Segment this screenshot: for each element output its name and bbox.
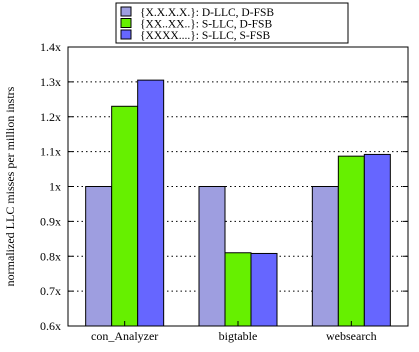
plot-frame xyxy=(67,46,409,327)
legend-label-0: {X.X.X.X.}: D-LLC, D-FSB xyxy=(140,7,274,19)
y-tick-label: 1.1x xyxy=(40,145,61,159)
bar-bigtable-series-1 xyxy=(224,252,252,327)
y-tick-label: 0.7x xyxy=(40,284,61,298)
legend-swatch-1 xyxy=(120,18,132,28)
y-tick-label: 1.3x xyxy=(40,75,61,89)
legend-box xyxy=(115,2,349,44)
y-tick-label: 0.9x xyxy=(40,214,61,228)
y-tick-label: 0.6x xyxy=(40,319,61,333)
y-tick-label: 0.8x xyxy=(40,249,61,263)
legend-label-1: {XX..XX..}: S-LLC, D-FSB xyxy=(140,19,272,31)
y-axis-ticks: 0.6x 0.7x 0.8x 0.9x 1x 1.1x 1.2x 1.3x 1.4x xyxy=(40,40,408,333)
y-tick-label: 1.2x xyxy=(40,110,61,124)
legend-label-2: {XXXX....}: S-LLC, S-FSB xyxy=(140,30,271,42)
y-tick-label: 1x xyxy=(49,180,61,194)
bars xyxy=(85,79,391,327)
bar-websearch-series-1 xyxy=(337,155,365,327)
x-axis-ticks: con_Analyzer bigtable websearch xyxy=(91,321,377,343)
x-tick-label: websearch xyxy=(326,329,377,343)
bar-bigtable-series-0 xyxy=(198,186,226,327)
legend-swatch-0 xyxy=(120,6,132,17)
y-axis-label: normalized LLC misses per million instrs xyxy=(3,86,17,286)
y-tick-label: 1.4x xyxy=(40,40,61,54)
legend-swatch-2 xyxy=(120,29,132,40)
x-tick-label: bigtable xyxy=(219,329,258,343)
bar-websearch-series-2 xyxy=(363,153,391,327)
x-tick-label: con_Analyzer xyxy=(91,329,158,343)
bar-con_Analyzer-series-1 xyxy=(111,105,139,327)
bar-bigtable-series-2 xyxy=(250,252,278,327)
bar-con_Analyzer-series-2 xyxy=(137,79,165,327)
bar-con_Analyzer-series-0 xyxy=(85,186,113,327)
bar-websearch-series-0 xyxy=(311,186,339,327)
legend: {X.X.X.X.}: D-LLC, D-FSB{XX..XX..}: S-LL… xyxy=(115,2,349,44)
